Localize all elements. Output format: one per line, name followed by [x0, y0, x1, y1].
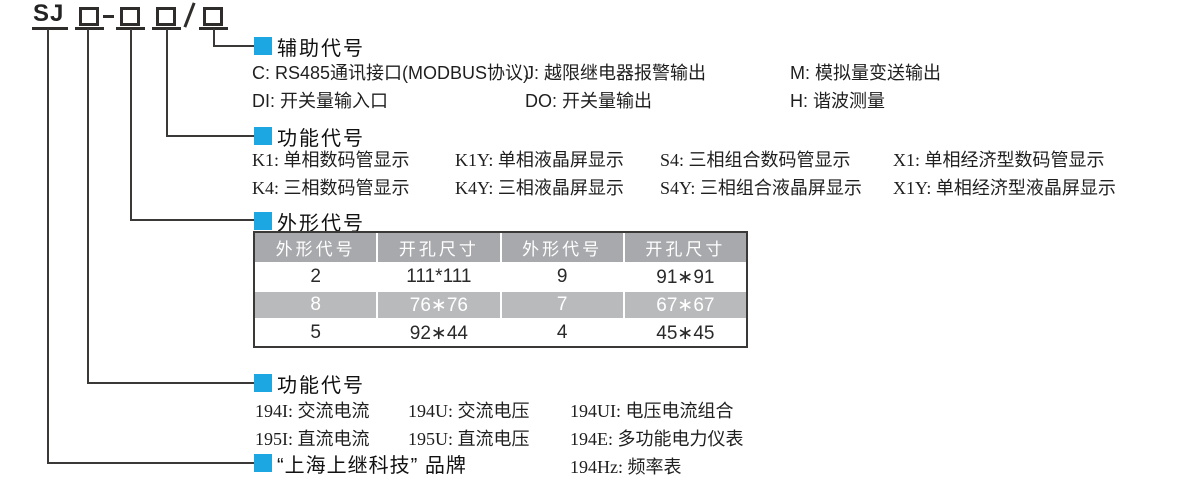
function-column-3: 194UI: 电压电流组合 194E: 多功能电力仪表 194Hz: 频率表	[570, 397, 744, 481]
table-cell: 92∗44	[378, 320, 500, 346]
code-item: 194UI: 电压电流组合	[570, 401, 734, 421]
section-title-label: 辅助代号	[277, 37, 365, 60]
connector-elbow-auxiliary	[213, 45, 255, 47]
code-item: H: 谐波测量	[790, 91, 886, 111]
function-column-1: 194I: 交流电流 195I: 直流电流	[255, 397, 370, 453]
underline-box-2	[116, 27, 145, 30]
model-placeholder-box-2	[120, 7, 140, 26]
model-dash-separator	[103, 15, 114, 18]
underline-box-1	[75, 27, 104, 30]
connector-elbow-shape	[130, 219, 255, 221]
auxiliary-section-title: 辅助代号	[254, 36, 365, 60]
table-cell: 67∗67	[624, 292, 746, 318]
code-item: DI: 开关量输入口	[252, 91, 389, 111]
blue-square-icon	[254, 127, 272, 145]
code-item: 194I: 交流电流	[255, 401, 370, 421]
shape-code-table: 外形代号 开孔尺寸 外形代号 开孔尺寸 2 111*111 9 91∗91 8 …	[253, 231, 748, 348]
display-column-3: S4: 三相组合数码管显示 S4Y: 三相组合液晶屏显示	[660, 146, 862, 202]
function-column-2: 194U: 交流电压 195U: 直流电压	[408, 397, 530, 453]
auxiliary-column-2: J: 越限继电器报警输出 DO: 开关量输出	[525, 59, 706, 115]
display-column-2: K1Y: 单相液晶屏显示 K4Y: 三相液晶屏显示	[455, 146, 624, 202]
connector-line-brand	[47, 29, 49, 464]
code-item: 194Hz: 频率表	[570, 457, 682, 477]
blue-square-icon	[254, 37, 272, 55]
code-item: M: 模拟量变送输出	[790, 63, 941, 83]
connector-line-display	[166, 29, 168, 137]
code-item: DO: 开关量输出	[525, 91, 653, 111]
blue-square-icon	[254, 212, 272, 230]
table-cell: 5	[255, 320, 377, 346]
auxiliary-column-1: C: RS485通讯接口(MODBUS协议) DI: 开关量输入口	[252, 59, 529, 115]
section-title-label: 功能代号	[277, 374, 365, 397]
code-item: X1Y: 单相经济型液晶屏显示	[893, 178, 1116, 198]
table-cell: 45∗45	[624, 320, 746, 346]
underline-box-4	[199, 27, 228, 30]
code-item: K4Y: 三相液晶屏显示	[455, 178, 624, 198]
code-item: J: 越限继电器报警输出	[525, 63, 707, 83]
model-prefix: SJ	[33, 0, 65, 27]
table-header-cell: 外形代号	[255, 233, 377, 262]
section-title-label: 外形代号	[277, 212, 365, 235]
table-header-cell: 开孔尺寸	[624, 233, 746, 262]
table-cell: 2	[255, 264, 377, 290]
blue-square-icon	[254, 454, 272, 472]
code-item: S4Y: 三相组合液晶屏显示	[660, 178, 862, 198]
shape-section-title: 外形代号	[254, 211, 365, 235]
blue-square-icon	[254, 374, 272, 392]
code-item: K1Y: 单相液晶屏显示	[455, 150, 624, 170]
connector-line-shape	[130, 29, 132, 221]
table-cell: 8	[255, 292, 377, 318]
connector-elbow-brand	[47, 462, 255, 464]
table-header-cell: 外形代号	[501, 233, 623, 262]
model-placeholder-box-3	[156, 7, 176, 26]
function-section-title: 功能代号	[254, 373, 365, 397]
display-column-4: X1: 单相经济型数码管显示 X1Y: 单相经济型液晶屏显示	[893, 146, 1116, 202]
code-item: 194U: 交流电压	[408, 401, 530, 421]
model-slash-separator	[183, 2, 196, 28]
table-cell: 111*111	[378, 264, 500, 290]
code-item: K4: 三相数码管显示	[252, 178, 410, 198]
code-item: 195U: 直流电压	[408, 429, 530, 449]
underline-prefix	[32, 27, 68, 30]
display-section-title: 功能代号	[254, 126, 365, 150]
table-cell: 7	[501, 292, 623, 318]
code-item: 194E: 多功能电力仪表	[570, 429, 744, 449]
connector-line-auxiliary	[213, 29, 215, 47]
code-item: S4: 三相组合数码管显示	[660, 150, 851, 170]
brand-section-title: “上海上继科技” 品牌	[254, 453, 467, 477]
model-placeholder-box-4	[203, 7, 223, 26]
code-item: 195I: 直流电流	[255, 429, 370, 449]
section-title-label: 功能代号	[277, 127, 365, 150]
model-placeholder-box-1	[79, 7, 99, 26]
table-cell: 91∗91	[624, 264, 746, 290]
connector-elbow-function	[87, 382, 255, 384]
code-item: X1: 单相经济型数码管显示	[893, 150, 1105, 170]
code-item: K1: 单相数码管显示	[252, 150, 410, 170]
table-cell: 4	[501, 320, 623, 346]
connector-elbow-display	[166, 135, 255, 137]
table-cell: 76∗76	[378, 292, 500, 318]
table-cell: 9	[501, 264, 623, 290]
underline-box-3	[152, 27, 181, 30]
code-item: C: RS485通讯接口(MODBUS协议)	[252, 63, 530, 83]
brand-label: “上海上继科技” 品牌	[277, 454, 467, 477]
auxiliary-column-3: M: 模拟量变送输出 H: 谐波测量	[790, 59, 941, 115]
table-header-cell: 开孔尺寸	[378, 233, 500, 262]
display-column-1: K1: 单相数码管显示 K4: 三相数码管显示	[252, 146, 410, 202]
connector-line-function	[87, 29, 89, 384]
